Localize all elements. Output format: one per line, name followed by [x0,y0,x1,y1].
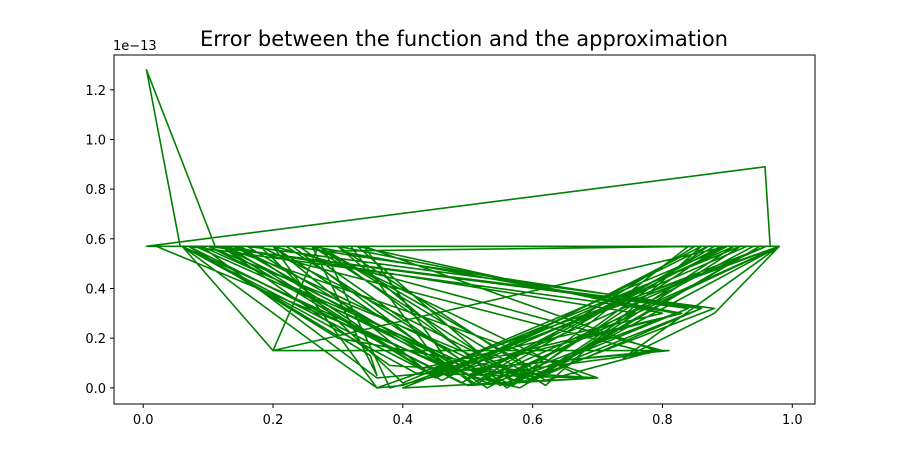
x-tick-label: 0.0 [133,413,154,428]
y-tick-label: 0.2 [85,332,106,347]
y-tick-label: 0.0 [85,382,106,397]
x-tick-label: 0.2 [263,413,284,428]
y-tick-label: 0.6 [85,233,106,248]
chart-title: Error between the function and the appro… [200,27,728,51]
plot-area [145,69,781,389]
x-tick-label: 0.8 [652,413,673,428]
x-tick-label: 0.4 [392,413,413,428]
x-axis: 0.0 0.2 0.4 0.6 0.8 1.0 [133,404,803,428]
x-tick-label: 0.6 [522,413,543,428]
axes-frame [113,54,816,405]
x-tick-label: 1.0 [782,413,803,428]
y-tick-label: 1.0 [85,133,106,148]
series-line-0 [145,69,781,389]
y-offset-label: 1e−13 [113,39,157,54]
y-tick-label: 0.4 [85,282,106,297]
y-tick-label: 0.8 [85,183,106,198]
y-tick-label: 1.2 [85,84,106,99]
y-axis: 0.0 0.2 0.4 0.6 0.8 1.0 1.2 [85,84,114,397]
